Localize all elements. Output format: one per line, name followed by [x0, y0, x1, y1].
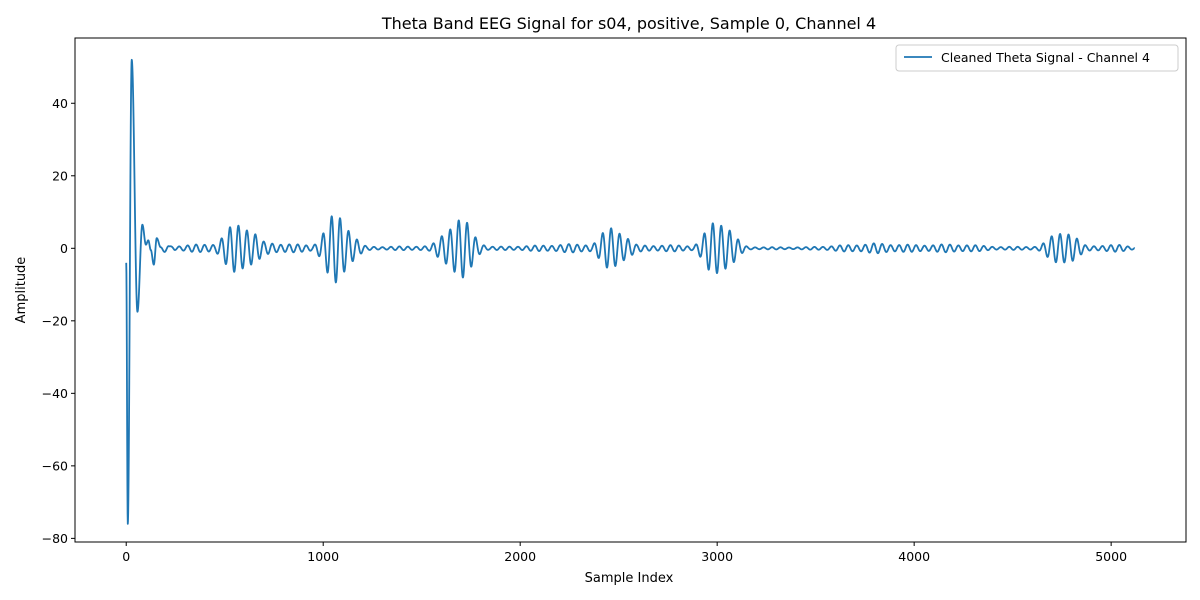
legend: Cleaned Theta Signal - Channel 4 [895, 44, 1179, 72]
y-tick-label: −20 [42, 313, 68, 328]
x-tick-label: 4000 [898, 549, 930, 564]
x-tick-label: 2000 [504, 549, 536, 564]
y-tick-label: −40 [42, 386, 68, 401]
x-axis-label: Sample Index [585, 571, 674, 586]
x-tick-label: 5000 [1095, 549, 1127, 564]
y-tick-label: 20 [52, 168, 68, 183]
x-tick-label: 1000 [307, 549, 339, 564]
x-axis: 0 1000 2000 3000 4000 5000 [122, 542, 1127, 564]
legend-label: Cleaned Theta Signal - Channel 4 [941, 50, 1150, 65]
y-tick-label: −60 [42, 458, 68, 473]
series-line-cleaned-theta-channel-4 [125, 58, 1136, 525]
x-tick-label: 0 [122, 549, 130, 564]
y-axis: −80 −60 −40 −20 0 20 40 [42, 96, 75, 546]
plot-area-frame [74, 37, 1187, 543]
y-tick-label: 40 [52, 96, 68, 111]
y-axis-label: Amplitude [14, 257, 29, 324]
y-tick-label: 0 [60, 241, 68, 256]
plot-clip-group [125, 58, 1136, 525]
chart-title: Theta Band EEG Signal for s04, positive,… [381, 14, 876, 33]
legend-box [895, 44, 1179, 72]
x-tick-label: 3000 [701, 549, 733, 564]
y-tick-label: −80 [42, 531, 68, 546]
